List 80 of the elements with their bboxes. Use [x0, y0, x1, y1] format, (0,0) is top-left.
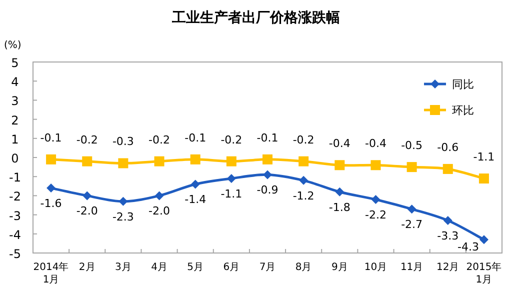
y-tick-label: 3	[11, 94, 19, 108]
point	[443, 216, 452, 226]
x-tick-label: 11月	[400, 262, 424, 273]
y-tick-label: -3	[9, 208, 21, 223]
data-label: -1.6	[40, 197, 62, 210]
point	[407, 204, 416, 214]
data-label: -0.2	[292, 133, 314, 146]
y-tick-label: 2	[11, 113, 19, 128]
point	[154, 191, 164, 200]
data-label: -0.2	[76, 133, 98, 146]
x-tick-label: 2014年 1月	[33, 261, 69, 286]
point	[82, 156, 92, 166]
point	[118, 196, 128, 206]
y-tick-label: -1	[9, 170, 21, 185]
y-axis-title: (%)	[4, 40, 22, 51]
data-label: -3.3	[437, 230, 459, 243]
legend-label: 同比	[452, 78, 474, 91]
point	[82, 191, 92, 200]
x-tick-label: 6月	[223, 262, 240, 273]
point	[406, 162, 417, 172]
y-tick-label: 4	[11, 75, 19, 90]
x-tick-label: 5月	[187, 262, 204, 273]
point	[298, 156, 309, 166]
point	[262, 154, 272, 164]
x-tick-label: 12月	[436, 262, 460, 273]
data-label: -0.1	[40, 131, 62, 144]
point	[190, 180, 200, 189]
data-label: -0.4	[364, 137, 386, 150]
x-tick-label: 4月	[151, 262, 168, 273]
data-label: -0.9	[256, 184, 278, 197]
data-label: -2.2	[364, 208, 386, 222]
point	[46, 184, 56, 193]
point	[190, 154, 200, 164]
data-label: -2.0	[148, 204, 170, 218]
data-label: -1.8	[328, 200, 350, 214]
y-tick-label: -4	[9, 228, 21, 242]
point	[118, 158, 128, 168]
x-tick-label: 10月	[364, 262, 388, 273]
y-tick-label: 0	[11, 152, 19, 166]
point	[154, 156, 164, 166]
point	[479, 235, 488, 244]
data-label: -0.4	[328, 137, 350, 150]
data-label: -0.2	[220, 133, 242, 146]
x-tick-label: 3月	[115, 262, 132, 273]
point	[370, 160, 381, 170]
point	[442, 164, 453, 174]
chart-title: 工业生产者出厂价格涨跌幅	[171, 9, 340, 26]
data-label: -1.1	[220, 188, 242, 201]
point	[334, 160, 345, 170]
y-tick-label: 5	[11, 56, 19, 70]
data-label: -0.1	[184, 131, 206, 144]
x-tick-label: 7月	[259, 262, 276, 273]
data-label: -1.1	[473, 150, 495, 164]
y-tick-label: -2	[9, 190, 21, 204]
legend-label: 环比	[452, 104, 474, 117]
point	[335, 187, 344, 196]
data-label: -0.5	[401, 139, 423, 152]
data-label: -0.1	[256, 131, 278, 144]
x-tick-label: 9月	[331, 262, 348, 273]
y-tick-label: 1	[11, 132, 19, 146]
point	[478, 174, 489, 184]
point	[299, 176, 308, 185]
point	[46, 154, 56, 164]
data-label: -0.2	[148, 133, 170, 146]
data-label: -2.7	[401, 218, 423, 232]
point	[371, 195, 380, 204]
x-tick-label: 2月	[78, 262, 96, 273]
data-label: -0.3	[112, 135, 134, 148]
x-tick-label: 2015年 1月	[466, 261, 502, 286]
x-tick-label: 8月	[295, 262, 312, 273]
y-tick-label: -5	[9, 247, 21, 261]
data-label: -2.3	[112, 210, 134, 224]
point	[226, 174, 236, 184]
data-label: -0.6	[437, 140, 459, 154]
point	[226, 156, 236, 166]
data-label: -4.3	[457, 240, 479, 254]
data-label: -2.0	[76, 204, 98, 218]
point	[263, 170, 272, 180]
data-label: -1.2	[292, 189, 314, 202]
data-label: -1.4	[184, 193, 206, 206]
